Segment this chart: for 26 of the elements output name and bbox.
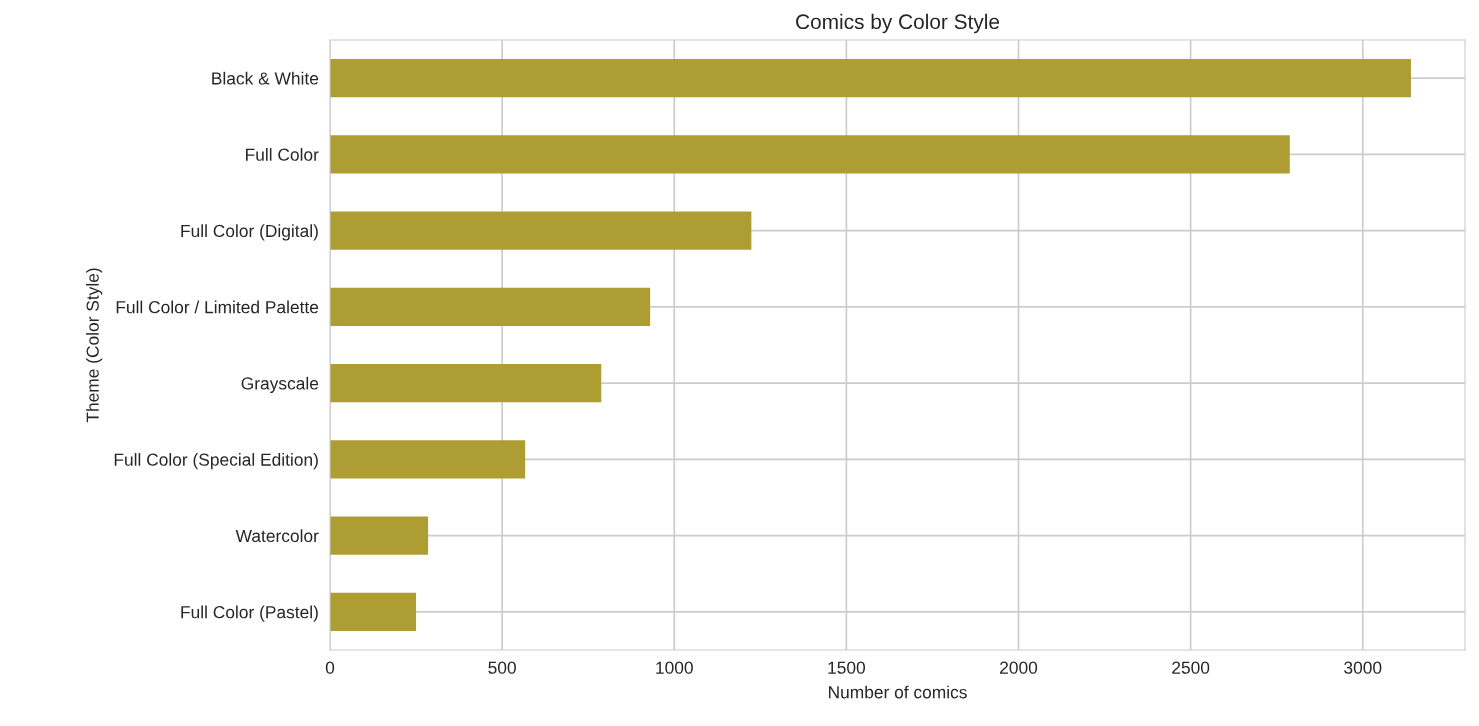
x-tick-label: 1000 xyxy=(656,661,693,674)
y-tick-label: Full Color (Special Edition) xyxy=(114,453,318,470)
y-tick-label: Watercolor xyxy=(235,529,319,543)
y-tick-label: Full Color / Limited Palette xyxy=(116,300,319,314)
y-tick-label: Full Color (Digital) xyxy=(181,224,318,241)
bar xyxy=(330,440,526,479)
x-tick-label: 500 xyxy=(488,661,516,674)
chart-title: Comics by Color Style xyxy=(796,13,1000,34)
bar xyxy=(330,287,651,326)
bar xyxy=(330,135,1290,174)
x-tick-label: 2500 xyxy=(1172,661,1210,674)
bar xyxy=(330,364,602,403)
x-axis-title: Number of comics xyxy=(828,685,967,699)
y-tick-label: Black & White xyxy=(212,71,319,85)
y-axis-title: Theme (Color Style) xyxy=(86,268,103,423)
bar xyxy=(330,592,417,631)
x-tick-label: 3000 xyxy=(1344,661,1382,674)
y-tick-label: Full Color xyxy=(246,148,319,161)
bar xyxy=(330,211,752,250)
y-tick-label: Grayscale xyxy=(241,376,319,394)
x-tick-label: 2000 xyxy=(1000,661,1038,674)
bar xyxy=(330,59,1411,98)
x-tick-label: 0 xyxy=(325,661,335,674)
x-tick-label: 1500 xyxy=(828,661,866,674)
y-tick-label: Full Color (Pastel) xyxy=(181,605,318,622)
bar xyxy=(330,516,429,555)
